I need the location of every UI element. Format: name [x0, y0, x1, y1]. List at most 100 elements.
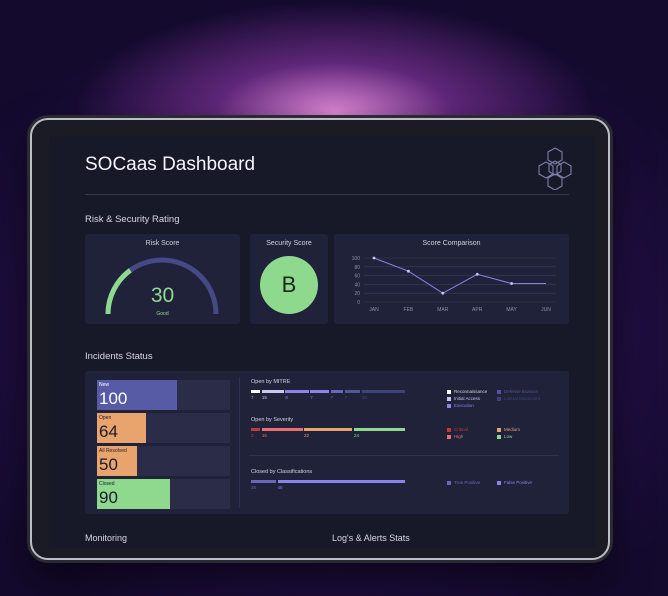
incident-tile-value: 100 — [99, 389, 128, 408]
score-comparison-chart: 100 80 60 40 20 0 JAN FEB MAR APR MAY JUN — [352, 256, 556, 313]
score-point — [441, 291, 445, 295]
legend-swatch — [447, 403, 451, 408]
legend-swatch — [447, 480, 451, 485]
incident-tile[interactable]: Closed 90 — [97, 479, 230, 509]
legend-item: Low — [497, 434, 512, 439]
bar-segment-value: 7 — [251, 395, 254, 400]
security-score-title: Security Score — [266, 240, 312, 247]
legend-label: Low — [504, 434, 513, 439]
bar-segment — [261, 390, 284, 393]
risk-score-card: Risk Score 30 Good — [85, 234, 240, 324]
incidents-divider — [239, 377, 240, 508]
legend-label: Defense Evasion — [504, 389, 539, 394]
legend-label: Lateral Movement — [504, 396, 541, 401]
bar-segment-value: 25 — [251, 485, 257, 490]
score-comparison-title: Score Comparison — [422, 240, 481, 247]
bar-segment-value: 7 — [344, 395, 348, 400]
legend-swatch — [497, 389, 501, 394]
dashboard-screen: SOCaas Dashboard Risk & Security Rating … — [49, 136, 595, 548]
risk-score-label: Good — [156, 311, 169, 317]
legend-label: Medium — [504, 427, 521, 432]
score-point — [407, 269, 410, 273]
score-line — [373, 257, 546, 294]
incident-tile-fill — [97, 479, 171, 509]
x-tick-label: JAN — [369, 307, 379, 313]
y-tick-label: 60 — [354, 274, 360, 280]
y-tick-label: 80 — [354, 265, 360, 271]
legend-item: Execution — [447, 403, 474, 408]
legend-item: Reconnaissance — [447, 389, 487, 394]
risk-score-title: Risk Score — [145, 240, 180, 247]
y-tick-label: 100 — [352, 256, 361, 262]
legend-label: Critical — [454, 427, 468, 432]
x-tick-label: FEB — [404, 307, 414, 313]
bar-segment — [330, 390, 344, 393]
legend-item: Medium — [497, 427, 520, 432]
incident-tile-fill — [97, 446, 137, 476]
legend-item: True Positive — [447, 480, 480, 485]
legend-item: Lateral Movement — [497, 396, 540, 401]
legend-swatch — [447, 389, 451, 394]
bar-segment-value: 8 — [285, 395, 288, 400]
bar-segment — [251, 390, 261, 393]
incident-tile[interactable]: All Resolved 50 — [97, 446, 230, 476]
x-tick-label: MAR — [437, 307, 449, 313]
incident-tile-fill — [97, 413, 147, 443]
bar-segment-value: 15 — [261, 395, 267, 400]
bar-segment-value: 2 — [251, 433, 254, 438]
hexagon-logo-icon — [538, 147, 572, 190]
risk-gauge — [105, 257, 219, 315]
y-tick-label: 0 — [357, 300, 360, 306]
classification-title: Closed by Classifications — [251, 469, 313, 475]
bar-segment — [353, 428, 406, 431]
legend-label: False Positive — [504, 480, 533, 485]
bar-segment — [251, 428, 261, 431]
y-tick-label: 40 — [354, 282, 360, 288]
score-comparison-card: Score Comparison 100 80 60 40 20 0 JAN FEB MAR AP… — [334, 234, 569, 324]
incident-tile-label: New — [99, 382, 110, 388]
header-divider — [85, 194, 569, 195]
mitre-stacked-bar: 7 15 8 7 7 7 28 — [251, 390, 407, 404]
legend-item: Defense Evasion — [497, 389, 538, 394]
legend-label: True Positive — [454, 480, 481, 485]
score-point — [510, 282, 513, 285]
bar-segment — [261, 428, 303, 431]
classification-stacked-bar: 25 45 — [251, 480, 407, 494]
legend-label: Execution — [454, 403, 474, 408]
bar-segment — [304, 428, 353, 431]
legend-swatch — [447, 427, 451, 432]
monitoring-heading: Monitoring — [85, 533, 128, 543]
score-point — [372, 256, 376, 260]
bar-segment-value: 7 — [310, 395, 313, 400]
bar-segment — [285, 390, 309, 393]
bar-segment-value: 24 — [353, 433, 359, 438]
legend-label: High — [454, 434, 464, 439]
legend-swatch — [447, 434, 451, 439]
legend-label: Initial Access — [454, 396, 481, 401]
y-tick-label: 20 — [354, 291, 360, 297]
risk-section-heading: Risk & Security Rating — [85, 214, 180, 225]
incident-tile-value: 64 — [99, 422, 118, 441]
security-score-card: Security Score B — [250, 234, 328, 324]
legend-item: Critical — [447, 427, 468, 432]
incident-tile[interactable]: Open 64 — [97, 413, 230, 443]
bar-segment — [310, 390, 330, 393]
legend-swatch — [497, 427, 501, 432]
incident-tile[interactable]: New 100 — [97, 380, 230, 410]
bar-segment — [251, 480, 277, 483]
incident-tile-label: Closed — [99, 481, 115, 487]
legend-item: Initial Access — [447, 396, 480, 401]
risk-score-value: 30 — [150, 284, 175, 307]
x-tick-label: APR — [472, 307, 483, 313]
incident-tile-value: 50 — [99, 455, 118, 474]
bar-segment-value: 45 — [277, 485, 283, 490]
x-tick-label: JUN — [541, 307, 551, 313]
bar-segment-value: 16 — [261, 433, 267, 438]
score-point — [475, 272, 479, 276]
legend-swatch — [447, 396, 451, 401]
incidents-section-heading: Incidents Status — [85, 351, 153, 362]
legend-swatch — [497, 480, 501, 485]
incident-tile-label: Open — [99, 415, 112, 421]
x-tick-label: MAY — [506, 307, 517, 313]
legend-item: High — [447, 434, 463, 439]
